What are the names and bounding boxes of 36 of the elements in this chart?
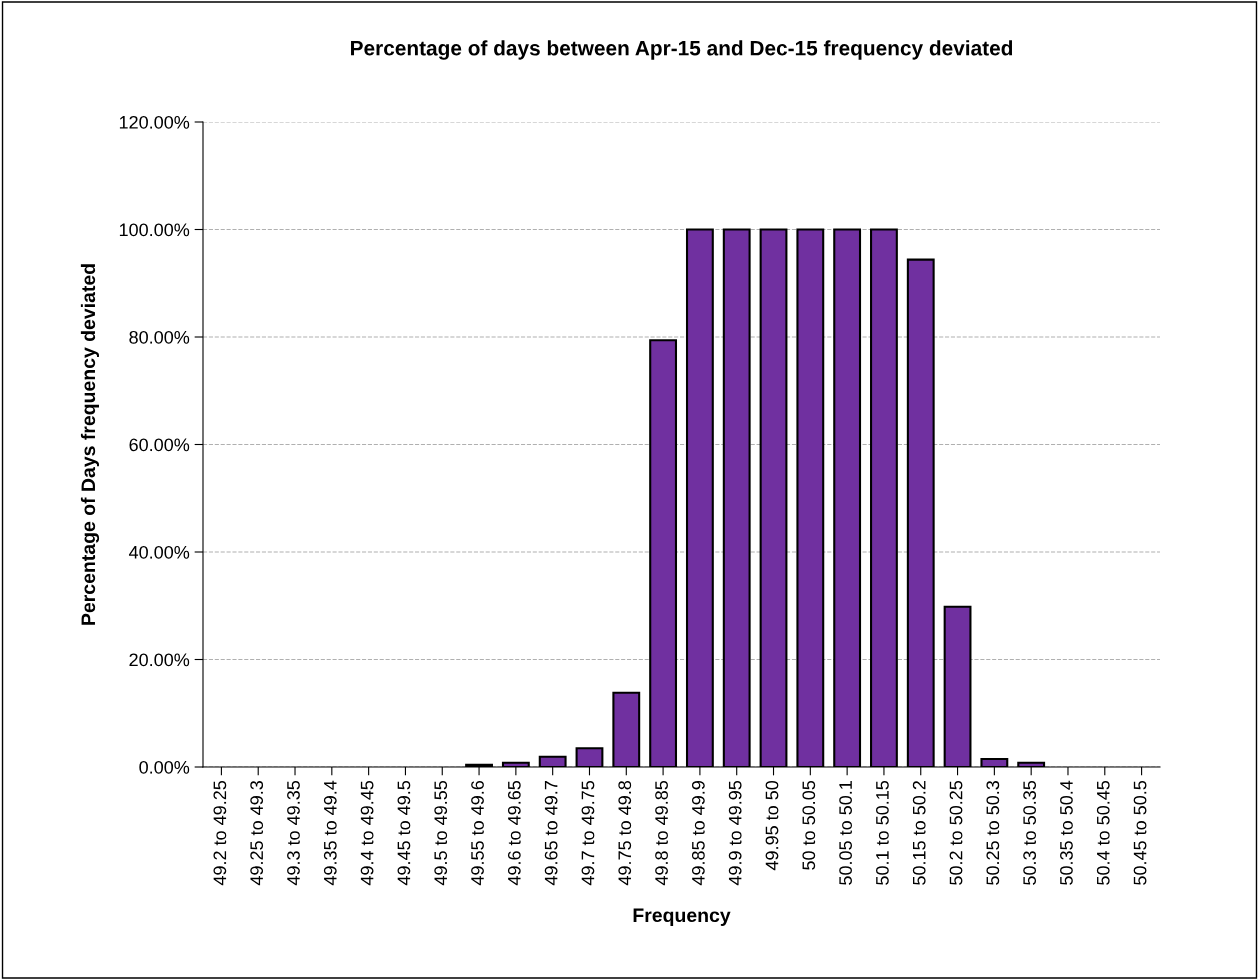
y-tick-label: 20.00% <box>129 653 190 667</box>
x-tick-label: 49.3 to 49.35 <box>287 780 300 886</box>
x-tick-label: 49.6 to 49.65 <box>507 780 521 886</box>
x-tick-label: 49.65 to 49.7 <box>544 781 558 886</box>
y-tick-label: 40.00% <box>128 545 190 559</box>
y-tick-label: 0.00% <box>139 760 190 774</box>
y-tick-label: 80.00% <box>129 330 190 344</box>
x-tick-label: 49.45 to 49.5 <box>397 780 411 886</box>
x-tick-label: 50.35 to 50.4 <box>1060 780 1073 885</box>
x-tick-label: 50.3 to 50.35 <box>1023 780 1037 885</box>
x-tick-label: 50.05 to 50.1 <box>839 781 852 885</box>
y-axis-title: Percentage of Days frequency deviated <box>80 264 100 625</box>
x-tick-label: 49.85 to 49.9 <box>691 781 705 886</box>
chart-title: Percentage of days between Apr-15 and Dec-15 frequency deviated <box>351 40 1013 60</box>
y-tick-label: 100.00% <box>119 223 190 237</box>
x-tick-label: 49.75 to 49.8 <box>618 780 632 886</box>
x-tick-label: 49.55 to 49.6 <box>471 780 484 886</box>
y-tick-label: 120.00% <box>119 115 190 129</box>
x-tick-label: 50.25 to 50.3 <box>986 780 1000 885</box>
x-tick-label: 49.4 to 49.45 <box>360 780 374 886</box>
x-tick-label: 49.7 to 49.75 <box>581 780 595 886</box>
x-tick-label: 50.4 to 50.45 <box>1096 780 1110 885</box>
x-tick-label: 49.95 to 50 <box>765 780 779 871</box>
x-tick-label: 49.5 to 49.55 <box>434 780 448 886</box>
x-axis-title: Frequency <box>633 908 731 926</box>
x-tick-label: 50.2 to 50.25 <box>949 780 963 885</box>
x-tick-label: 49.25 to 49.3 <box>250 780 264 886</box>
x-tick-label: 49.35 to 49.4 <box>323 780 337 886</box>
y-tick-label: 60.00% <box>129 438 190 452</box>
x-tick-label: 50.45 to 50.5 <box>1133 780 1147 885</box>
x-tick-label: 49.2 to 49.25 <box>213 780 227 886</box>
x-tick-label: 50.1 to 50.15 <box>876 780 889 885</box>
x-tick-label: 50 to 50.05 <box>802 780 816 870</box>
x-tick-label: 50.15 to 50.2 <box>912 781 926 885</box>
x-tick-label: 49.9 to 49.95 <box>728 780 742 886</box>
x-tick-label: 49.8 to 49.85 <box>655 780 668 886</box>
